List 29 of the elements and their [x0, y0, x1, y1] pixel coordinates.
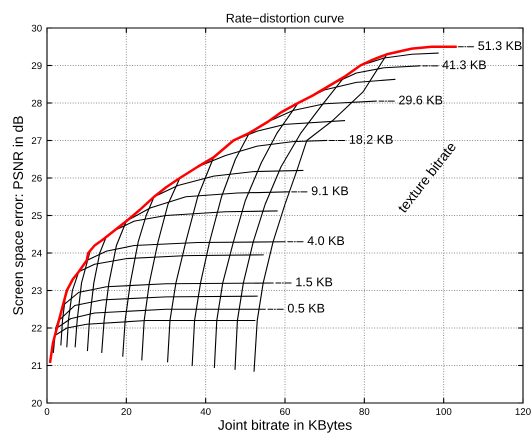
y-tick-label: 24	[32, 250, 42, 257]
y-tick-label: 27	[32, 137, 42, 144]
annotation: 51.3 KB	[478, 41, 522, 50]
y-axis-title: Screen space error: PSNR in dB	[12, 116, 26, 315]
annotation: 41.3 KB	[442, 60, 486, 70]
y-tick-label: 30	[32, 24, 42, 32]
x-tick-label: 120	[516, 408, 531, 415]
annotation: 0.5 KB	[288, 304, 324, 313]
x-tick-label: 20	[121, 408, 132, 415]
annotation: 29.6 KB	[399, 96, 442, 104]
annotation: 1.5 KB	[296, 278, 332, 286]
x-axis-title: Joint bitrate in KBytes	[218, 420, 352, 433]
x-tick-label: 40	[200, 408, 211, 415]
y-tick-label: 28	[32, 100, 42, 107]
annotation: 9.1 KB	[312, 186, 348, 196]
x-tick-label: 60	[280, 408, 290, 415]
y-tick-label: 21	[32, 362, 42, 370]
y-tick-label: 20	[32, 400, 42, 407]
y-tick-label: 23	[32, 287, 42, 294]
x-tick-label: 100	[436, 408, 452, 415]
y-tick-label: 26	[32, 174, 42, 182]
y-tick-label: 25	[32, 212, 42, 220]
y-tick-label: 29	[32, 62, 42, 70]
annotation: 18.2 KB	[350, 135, 393, 144]
annotation: 4.0 KB	[308, 236, 344, 246]
x-tick-label: 80	[359, 408, 370, 415]
y-tick-label: 22	[32, 324, 42, 332]
chart-title: Rate−distortion curve	[226, 13, 344, 23]
x-tick-label: 0	[44, 408, 50, 415]
